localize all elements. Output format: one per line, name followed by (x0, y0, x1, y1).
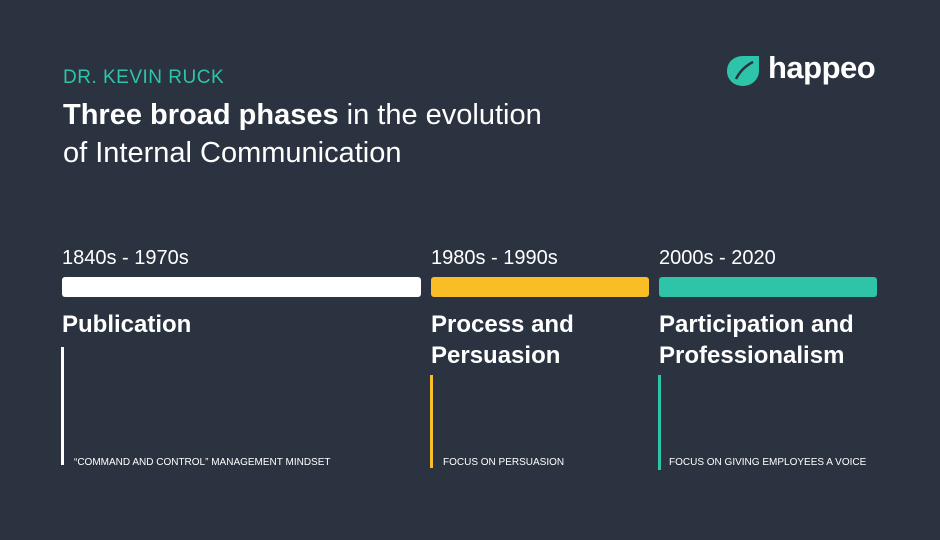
phase-bar (659, 277, 877, 297)
title-rest: in the evolution (346, 99, 542, 131)
phase-line (61, 347, 64, 465)
logo-icon (727, 56, 759, 86)
phase-title: Process and Persuasion (431, 311, 574, 369)
phase-line (658, 375, 661, 470)
phase-note: FOCUS ON GIVING EMPLOYEES A VOICE (669, 457, 867, 468)
phase-period: 1980s - 1990s (431, 247, 558, 269)
phase-title: Publication (62, 311, 192, 338)
phase-note: “COMMAND AND CONTROL” MANAGEMENT MINDSET (74, 457, 331, 468)
phase-period: 2000s - 2020 (659, 247, 776, 269)
logo-leaf (727, 56, 759, 86)
phase-bar (431, 277, 649, 297)
title-line: of Internal Communication (63, 137, 402, 169)
author: DR. KEVIN RUCK (63, 67, 225, 88)
title-bold: Three broad phases (63, 99, 339, 131)
phase-period: 1840s - 1970s (62, 247, 189, 269)
title-line: Three broad phases in the evolution (63, 97, 542, 133)
phase-line (430, 375, 433, 468)
logo-text: happeo (768, 50, 876, 85)
phase-title: Participation and Professionalism (659, 311, 854, 369)
logo-vein (734, 60, 754, 80)
phase-note: FOCUS ON PERSUASION (443, 457, 565, 468)
phase-bar (62, 277, 421, 297)
